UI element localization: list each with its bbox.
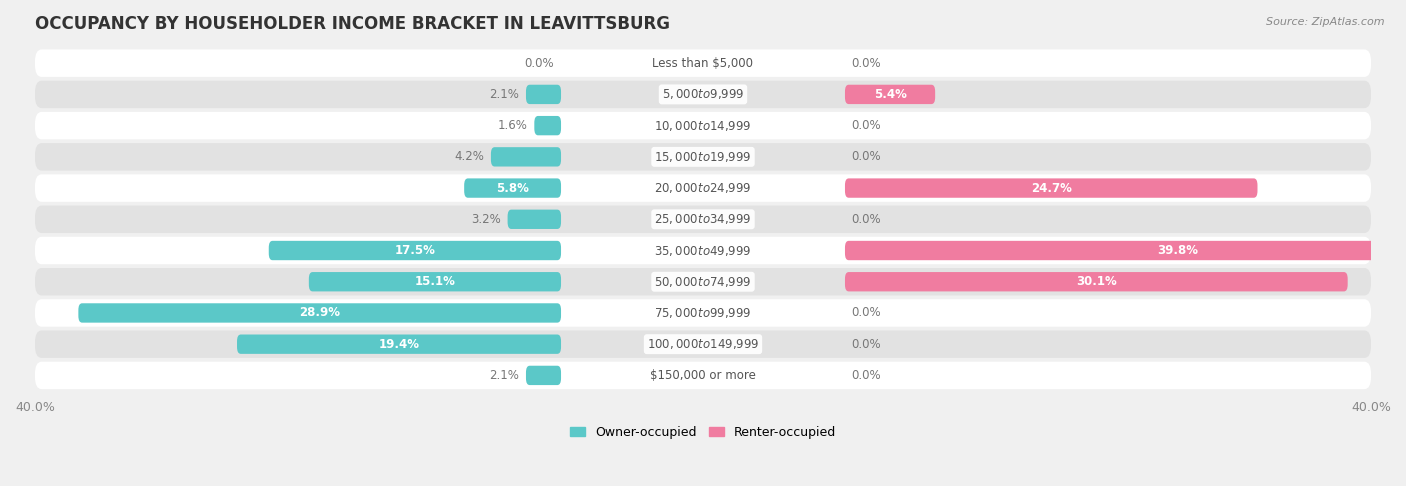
FancyBboxPatch shape [35, 362, 1371, 389]
Text: $5,000 to $9,999: $5,000 to $9,999 [662, 87, 744, 102]
Text: $25,000 to $34,999: $25,000 to $34,999 [654, 212, 752, 226]
Text: 0.0%: 0.0% [852, 338, 882, 351]
Text: 5.4%: 5.4% [873, 88, 907, 101]
Text: 15.1%: 15.1% [415, 275, 456, 288]
FancyBboxPatch shape [35, 174, 1371, 202]
Text: 2.1%: 2.1% [489, 369, 519, 382]
Text: 0.0%: 0.0% [852, 57, 882, 69]
Text: $75,000 to $99,999: $75,000 to $99,999 [654, 306, 752, 320]
FancyBboxPatch shape [35, 81, 1371, 108]
Text: 1.6%: 1.6% [498, 119, 527, 132]
Text: $10,000 to $14,999: $10,000 to $14,999 [654, 119, 752, 133]
FancyBboxPatch shape [79, 303, 561, 323]
Text: 0.0%: 0.0% [852, 150, 882, 163]
FancyBboxPatch shape [35, 206, 1371, 233]
Text: Source: ZipAtlas.com: Source: ZipAtlas.com [1267, 17, 1385, 27]
Text: Less than $5,000: Less than $5,000 [652, 57, 754, 69]
FancyBboxPatch shape [238, 334, 561, 354]
Text: $15,000 to $19,999: $15,000 to $19,999 [654, 150, 752, 164]
Text: 0.0%: 0.0% [524, 57, 554, 69]
FancyBboxPatch shape [35, 112, 1371, 139]
FancyBboxPatch shape [491, 147, 561, 167]
FancyBboxPatch shape [845, 85, 935, 104]
Text: $100,000 to $149,999: $100,000 to $149,999 [647, 337, 759, 351]
FancyBboxPatch shape [845, 178, 1257, 198]
Text: 24.7%: 24.7% [1031, 182, 1071, 194]
Text: $35,000 to $49,999: $35,000 to $49,999 [654, 243, 752, 258]
Text: $50,000 to $74,999: $50,000 to $74,999 [654, 275, 752, 289]
FancyBboxPatch shape [35, 143, 1371, 171]
FancyBboxPatch shape [35, 268, 1371, 295]
FancyBboxPatch shape [526, 85, 561, 104]
Text: 39.8%: 39.8% [1157, 244, 1198, 257]
Text: 28.9%: 28.9% [299, 307, 340, 319]
FancyBboxPatch shape [35, 330, 1371, 358]
FancyBboxPatch shape [464, 178, 561, 198]
FancyBboxPatch shape [845, 241, 1406, 260]
Text: 19.4%: 19.4% [378, 338, 419, 351]
FancyBboxPatch shape [526, 366, 561, 385]
Text: $20,000 to $24,999: $20,000 to $24,999 [654, 181, 752, 195]
FancyBboxPatch shape [35, 50, 1371, 77]
FancyBboxPatch shape [309, 272, 561, 292]
Text: 4.2%: 4.2% [454, 150, 484, 163]
Text: 0.0%: 0.0% [852, 119, 882, 132]
Text: $150,000 or more: $150,000 or more [650, 369, 756, 382]
Text: 3.2%: 3.2% [471, 213, 501, 226]
Legend: Owner-occupied, Renter-occupied: Owner-occupied, Renter-occupied [569, 426, 837, 439]
Text: 0.0%: 0.0% [852, 369, 882, 382]
Text: 17.5%: 17.5% [395, 244, 436, 257]
Text: 2.1%: 2.1% [489, 88, 519, 101]
FancyBboxPatch shape [35, 299, 1371, 327]
FancyBboxPatch shape [35, 237, 1371, 264]
FancyBboxPatch shape [269, 241, 561, 260]
FancyBboxPatch shape [534, 116, 561, 135]
FancyBboxPatch shape [508, 209, 561, 229]
Text: OCCUPANCY BY HOUSEHOLDER INCOME BRACKET IN LEAVITTSBURG: OCCUPANCY BY HOUSEHOLDER INCOME BRACKET … [35, 15, 669, 33]
Text: 0.0%: 0.0% [852, 307, 882, 319]
Text: 5.8%: 5.8% [496, 182, 529, 194]
Text: 30.1%: 30.1% [1076, 275, 1116, 288]
FancyBboxPatch shape [845, 272, 1348, 292]
Text: 0.0%: 0.0% [852, 213, 882, 226]
